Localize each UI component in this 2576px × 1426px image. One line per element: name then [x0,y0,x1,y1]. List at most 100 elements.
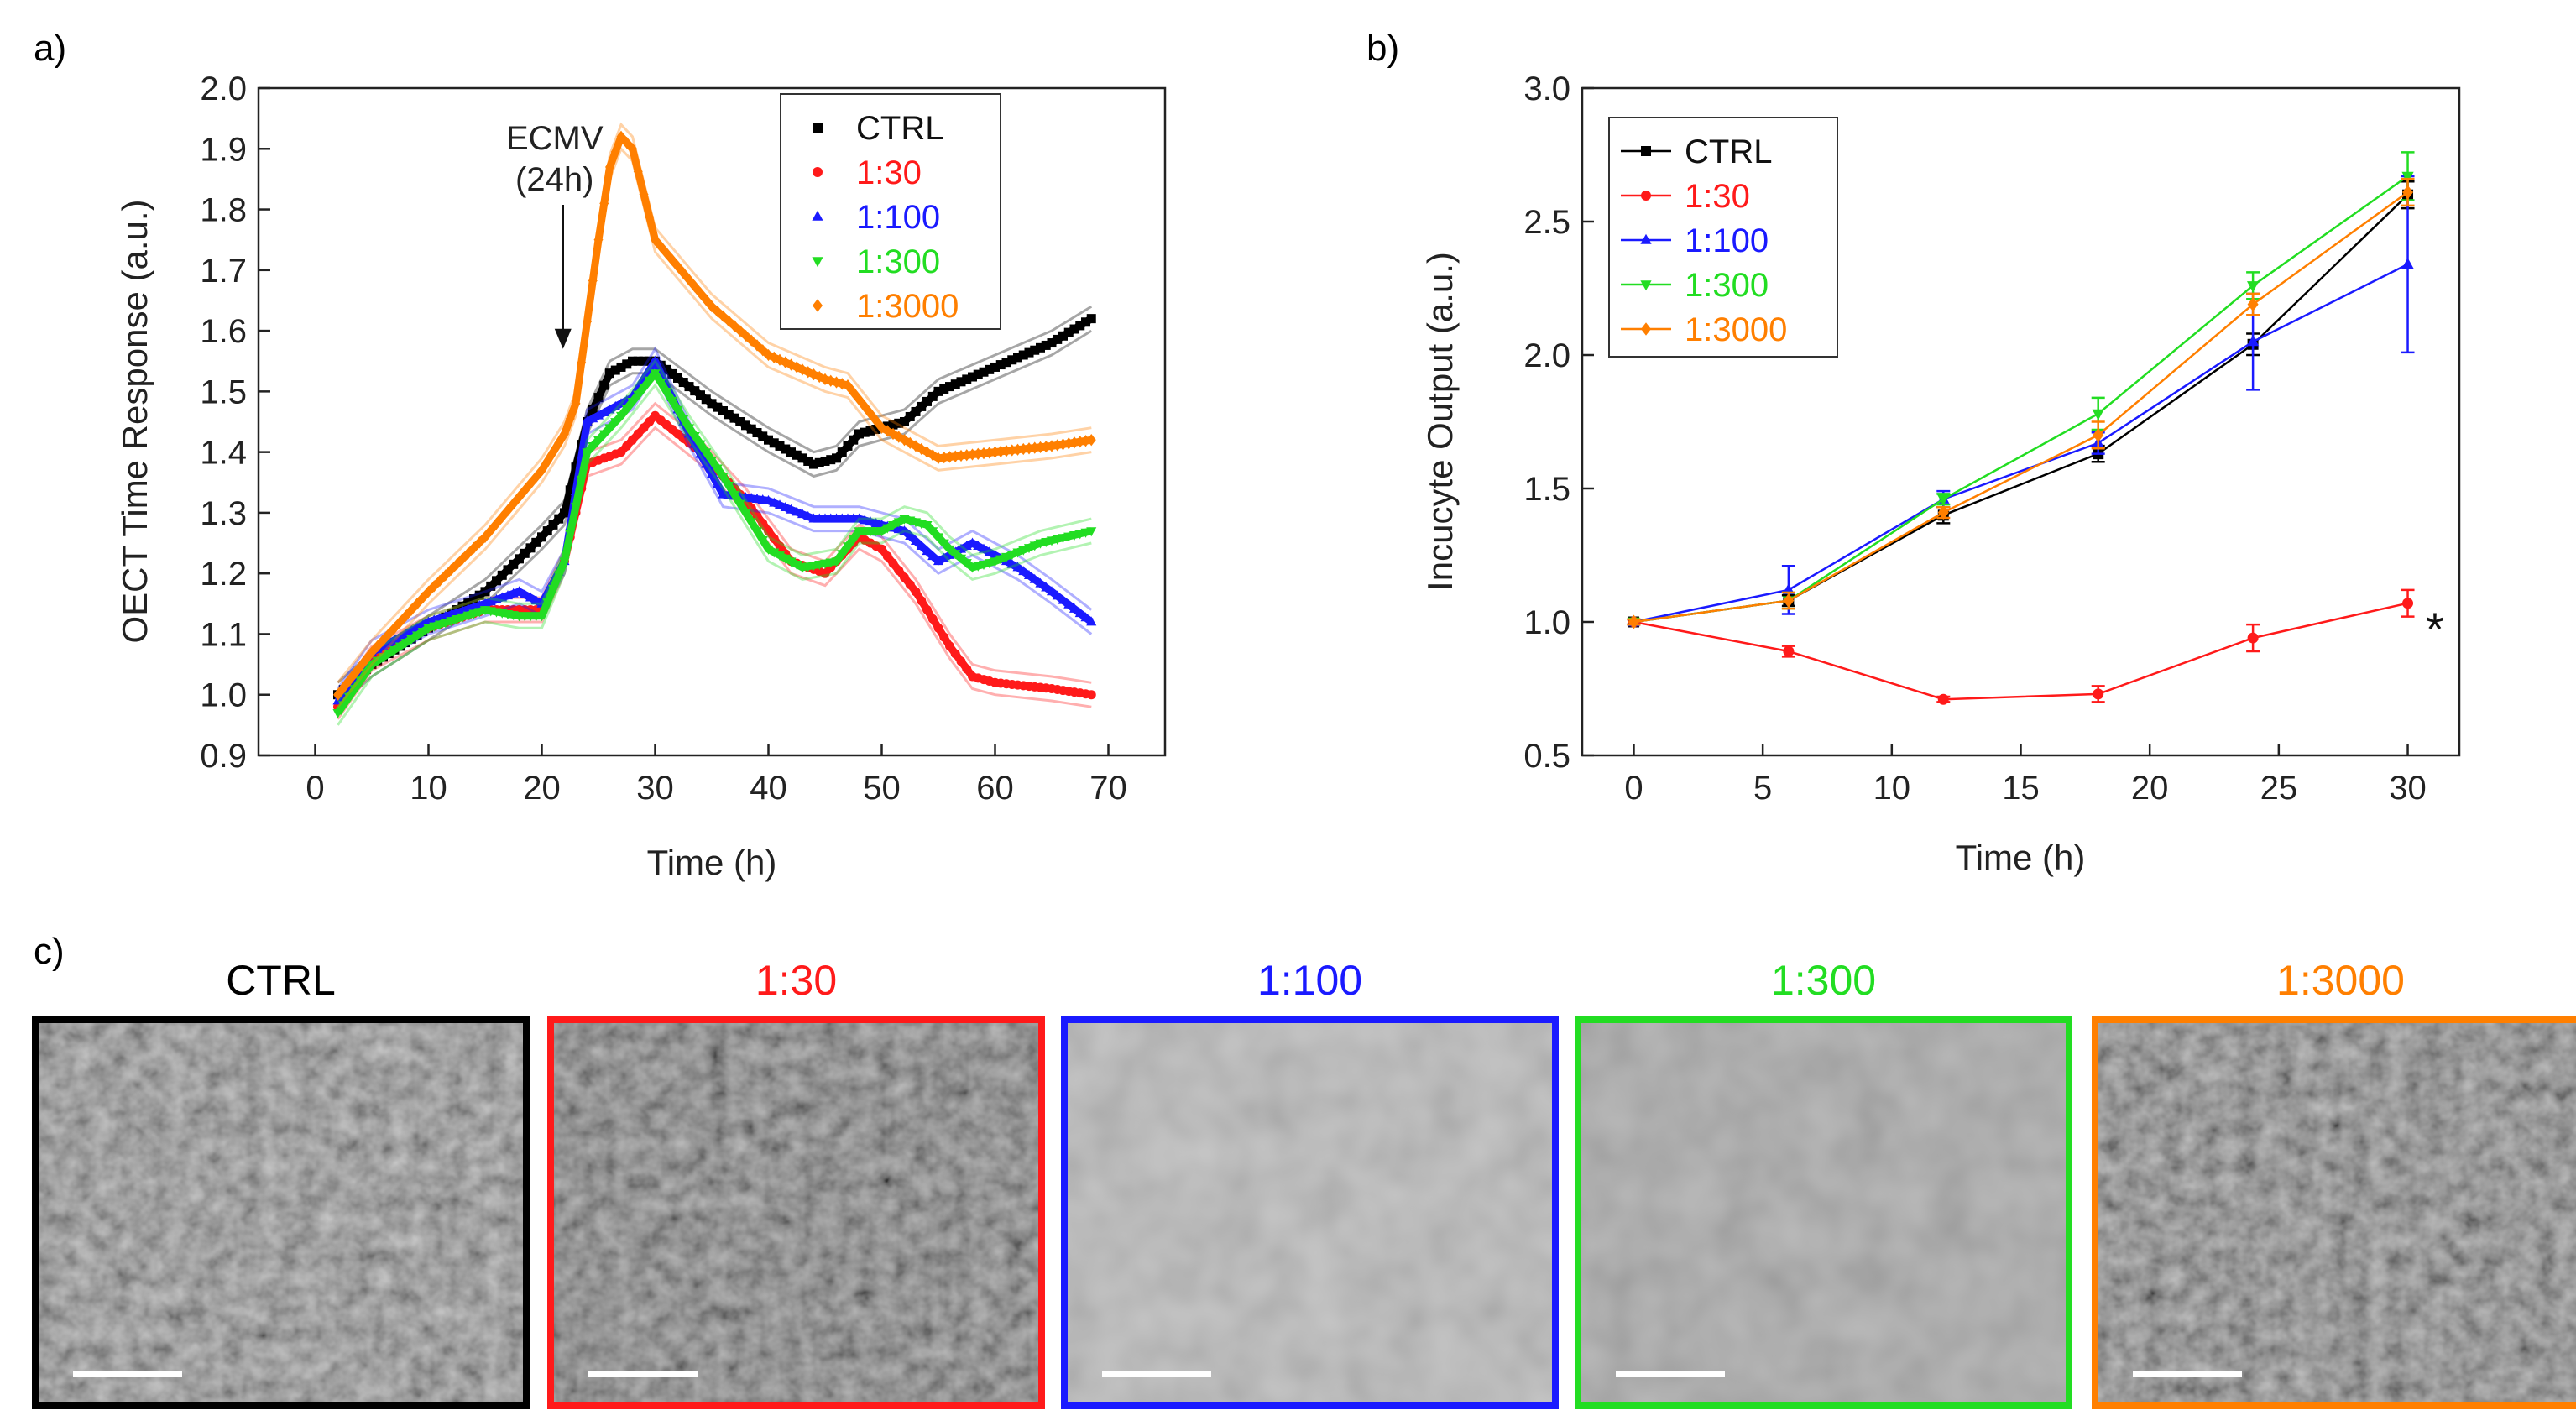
point-1-100 [774,499,786,509]
point-1-100 [786,504,797,514]
point-1-300 [446,617,457,627]
point-1-300 [440,619,451,629]
point-1-3000 [696,287,705,300]
point-ctrl [911,406,921,416]
point-1-300 [417,628,428,638]
point-1-3000 [1001,445,1011,457]
legend-marker-1-3000 [813,299,823,312]
legend-label-ctrl: CTRL [1685,133,1772,170]
annotation-arrow-head [554,328,572,349]
point-ctrl [1001,358,1011,368]
point-ctrl [554,514,564,524]
y-tick-label: 1.5 [1523,471,1570,508]
point-ctrl [1086,314,1096,324]
point-1-100 [984,546,995,556]
point-ctrl [854,429,864,439]
point-ctrl [463,598,473,608]
x-tick-label: 30 [2389,770,2427,807]
chart-a-annotation: ECMV (24h) [506,120,604,349]
point-1-300 [542,598,553,609]
point-1-100 [598,407,609,417]
point-1-300 [689,431,700,441]
point-1-100 [899,525,910,535]
point-ctrl [565,485,575,495]
point-1-300 [332,709,343,719]
point-1-300 [792,560,802,570]
point-ctrl [843,441,853,451]
point-1-300 [933,533,944,543]
chart-a: 0 10 20 30 40 50 60 70 0.9 1.0 1.1 1.2 1.3 1.4 1.5 1.6 1… [115,71,1167,882]
point-1-3000 [577,356,587,369]
x-tick-label: 10 [1873,770,1911,807]
micrograph-row: CTRL 1:30 1:100 1:300 1:3000 [32,957,2576,1409]
point-1-100 [1035,577,1046,588]
point-ctrl [797,453,807,463]
chart-b-ticks: 0 5 10 15 20 25 30 0.5 1.0 1.5 2.0 2.5 3.0 [1523,71,2426,807]
chart-b: 0 5 10 15 20 25 300.51.01.52.02.53.0 Time (h) … [1420,71,2461,877]
point-1-3000 [599,197,609,210]
point-1-300 [718,473,729,483]
point-1-3000 [1018,442,1028,456]
point-ctrl [628,356,637,366]
legend-label-1-300: 1:300 [856,243,940,280]
point-1-3000 [412,598,422,610]
point-1-300 [967,563,978,573]
point-ctrl [713,402,723,412]
micrograph-texture [1578,1020,2069,1406]
point-1-30 [888,558,898,568]
point-ctrl [758,431,768,441]
point-1-300 [746,518,757,528]
point-ctrl [775,441,785,451]
point-1-30 [882,551,892,562]
point-1-300 [944,545,955,555]
envelope-1-100 [337,346,1093,690]
point-ctrl [814,457,824,467]
point-1-3000 [338,682,348,694]
point-ctrl [497,570,507,580]
point-ctrl [531,537,541,547]
point-ctrl [826,455,836,465]
point-ctrl [741,420,750,431]
y-tick-label: 1.0 [1523,604,1570,641]
point-ctrl [542,526,552,536]
point-1-300 [406,635,417,645]
point-1-100 [893,524,904,534]
micrograph-1-30: 1:30 [547,957,1045,1409]
point-1-3000 [593,233,604,246]
point-1-3000 [990,446,1000,458]
point-1-100 [588,413,598,423]
y-tick-label: 1.5 [200,373,247,410]
micrograph-title-1-30: 1:30 [755,957,837,1004]
point-1-3000 [492,517,501,530]
point-1-30 [933,623,943,633]
x-tick-label: 20 [523,770,561,807]
point-1-3000 [871,415,881,427]
point-1-100 [922,546,933,556]
point-ctrl [968,372,977,382]
point-1-300 [1069,531,1080,541]
point-1-3000 [968,448,977,461]
point-1-100 [650,355,661,365]
point-1-100 [916,541,927,551]
point-1-3000 [565,412,575,426]
point-1-100 [854,513,865,523]
point-ctrl [525,543,536,553]
point-1-300 [984,559,995,569]
micrograph-border [1575,1016,2072,1409]
point-ctrl [537,532,546,542]
point-1-30 [616,447,626,457]
point-1-300 [1052,535,1063,545]
point-1-300 [887,520,899,530]
x-tick-label: 0 [1624,770,1643,807]
x-tick-label: 40 [750,770,787,807]
point-1-300 [848,535,859,545]
point-1-30 [927,614,938,624]
point-1-3000 [356,660,365,673]
point-1-300 [734,499,745,509]
point-1-100 [763,494,774,504]
point-1-300 [2246,281,2260,293]
point-1-3000 [537,464,546,477]
point-1-300 [995,555,1006,565]
point-1-100 [525,592,536,602]
point-ctrl [786,447,796,457]
